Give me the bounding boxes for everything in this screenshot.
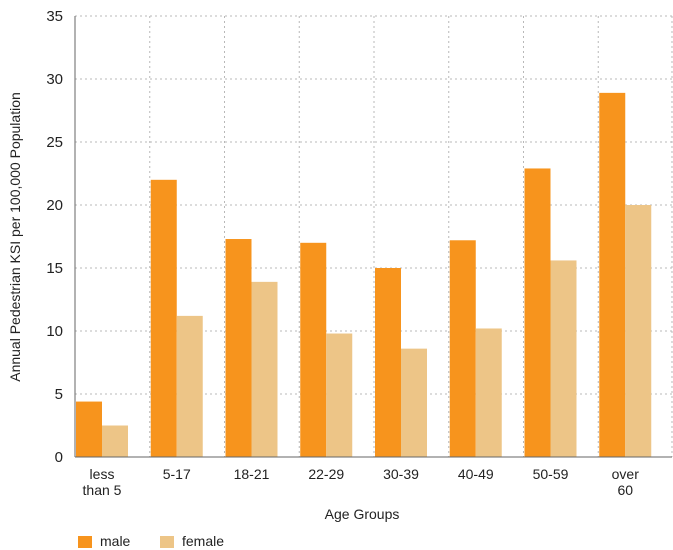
x-tick-label: 22-29 bbox=[308, 466, 344, 482]
x-tick-label: 30-39 bbox=[383, 466, 419, 482]
legend-label-male: male bbox=[100, 533, 131, 549]
x-tick-label: 5-17 bbox=[163, 466, 191, 482]
bar-male bbox=[599, 92, 626, 458]
x-tick-label: than 5 bbox=[83, 482, 122, 498]
x-tick-label: over bbox=[612, 466, 640, 482]
y-axis-ticks: 0 5 10 15 20 25 30 35 bbox=[46, 8, 63, 466]
bar-male bbox=[225, 239, 252, 457]
x-tick-label: 50-59 bbox=[533, 466, 569, 482]
gridlines bbox=[75, 15, 673, 457]
y-tick-label: 10 bbox=[46, 323, 63, 340]
bar-female bbox=[625, 205, 652, 457]
bar-male bbox=[449, 240, 476, 457]
bar-female bbox=[251, 281, 278, 457]
y-tick-label: 5 bbox=[55, 386, 63, 403]
x-tick-label: less bbox=[90, 466, 115, 482]
axes bbox=[74, 16, 672, 458]
y-tick-label: 25 bbox=[46, 134, 63, 151]
bar-female bbox=[475, 328, 502, 457]
bar-male bbox=[375, 268, 401, 457]
x-tick-label: 40-49 bbox=[458, 466, 494, 482]
y-axis-title: Annual Pedestrian KSI per 100,000 Popula… bbox=[7, 92, 23, 382]
x-tick-label: 60 bbox=[617, 482, 633, 498]
bar-female bbox=[550, 260, 577, 457]
bar-series bbox=[76, 92, 652, 458]
y-tick-label: 30 bbox=[46, 71, 63, 88]
bar-female bbox=[176, 315, 203, 457]
y-tick-label: 15 bbox=[46, 260, 63, 277]
y-tick-label: 0 bbox=[55, 449, 63, 466]
bar-male bbox=[150, 179, 177, 458]
bar-male bbox=[300, 242, 327, 457]
legend-swatch-male bbox=[78, 536, 92, 548]
bar-female bbox=[326, 333, 353, 457]
y-tick-label: 35 bbox=[46, 8, 63, 25]
x-axis-title: Age Groups bbox=[325, 506, 400, 522]
x-tick-label: 18-21 bbox=[234, 466, 270, 482]
bar-male bbox=[524, 168, 551, 457]
bar-female bbox=[102, 425, 128, 457]
bar-male bbox=[76, 401, 102, 457]
legend: male female bbox=[78, 533, 224, 549]
bar-female bbox=[401, 348, 427, 457]
legend-label-female: female bbox=[182, 533, 224, 549]
y-tick-label: 20 bbox=[46, 197, 63, 214]
legend-swatch-female bbox=[160, 536, 174, 548]
